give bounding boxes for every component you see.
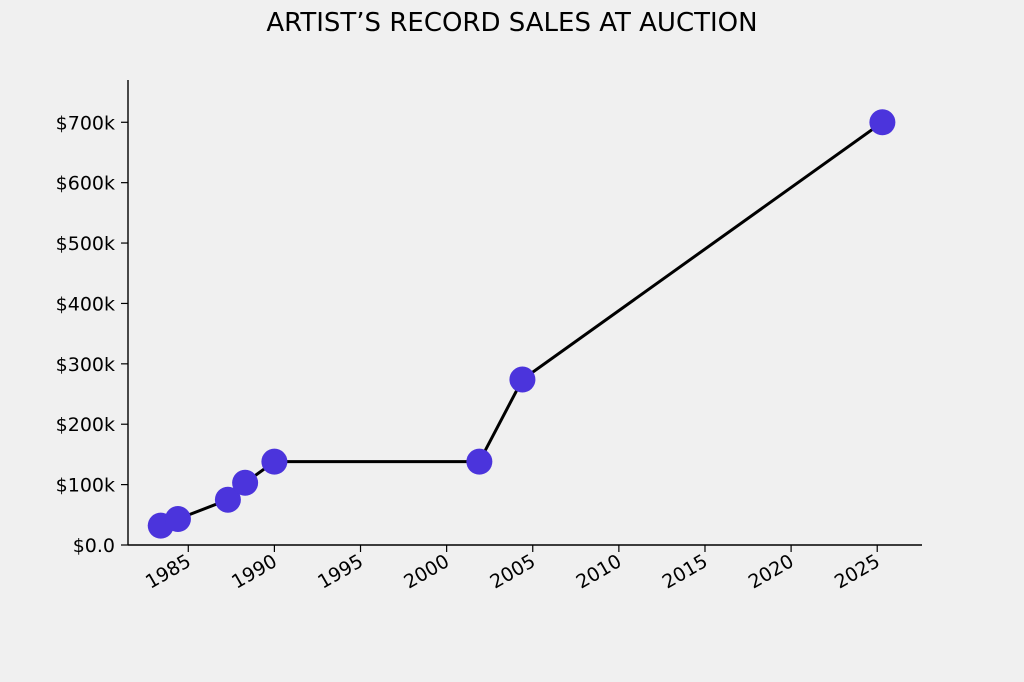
data-point [214, 486, 241, 513]
x-tick-label: 1995 [314, 550, 367, 593]
y-axis-ticks: $0.0 $100k $200k $300k $400k $500k $600k $700k [56, 112, 128, 557]
y-tick-label: $600k [56, 173, 115, 195]
x-tick-label: 2000 [400, 550, 453, 593]
x-tick-label: 2015 [659, 550, 712, 593]
data-point [164, 506, 191, 533]
y-tick-label: $100k [56, 475, 115, 497]
chart-title: ARTIST’S RECORD SALES AT AUCTION [266, 8, 758, 38]
y-tick-label: $0.0 [73, 535, 115, 557]
x-tick-label: 2025 [831, 550, 884, 593]
y-tick-label: $200k [56, 414, 115, 436]
data-point [232, 469, 259, 496]
x-tick-label: 2005 [486, 550, 539, 593]
x-tick-label: 1990 [228, 550, 281, 593]
y-tick-label: $700k [56, 112, 115, 134]
axes [127, 80, 922, 546]
x-tick-label: 2010 [572, 550, 625, 593]
data-point [261, 448, 288, 475]
data-point [466, 448, 493, 475]
y-tick-label: $500k [56, 233, 115, 255]
x-tick-label: 1985 [142, 550, 195, 593]
y-tick-label: $300k [56, 354, 115, 376]
data-points [147, 109, 896, 539]
data-point [509, 366, 536, 393]
y-tick-label: $400k [56, 293, 115, 315]
x-tick-label: 2020 [745, 550, 798, 593]
x-axis-ticks: 1985 1990 1995 2000 2005 2010 2015 2020 2025 [142, 545, 884, 594]
data-point [869, 109, 896, 136]
